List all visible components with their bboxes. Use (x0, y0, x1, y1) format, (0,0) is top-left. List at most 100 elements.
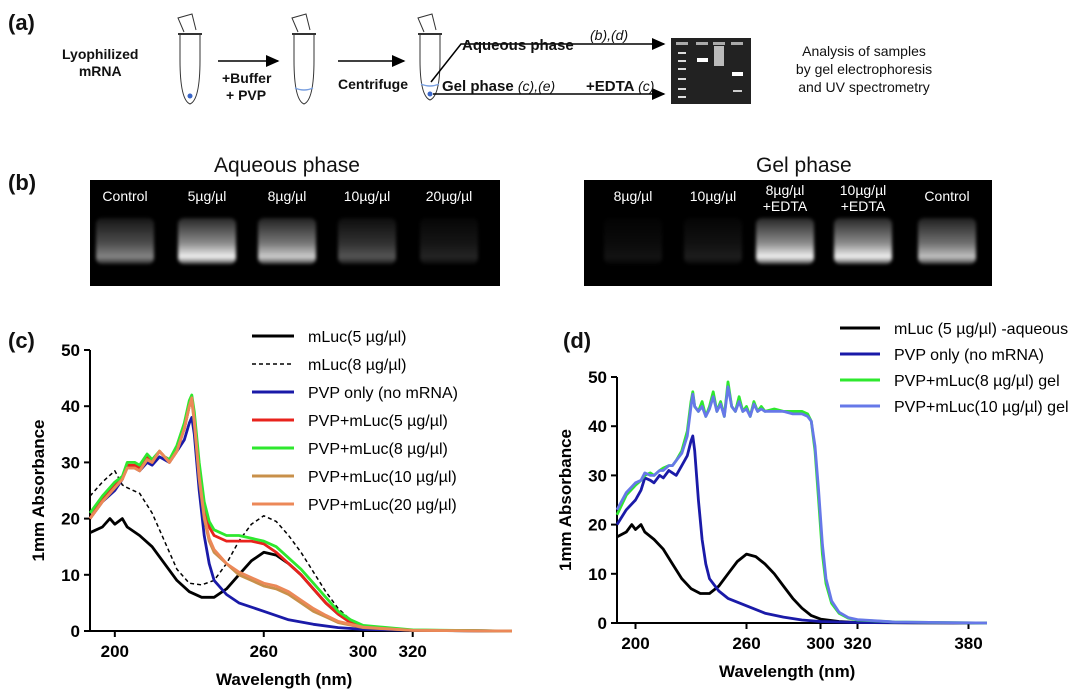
series-line (89, 470, 513, 632)
analysis-label: Analysis of samples by gel electrophores… (776, 42, 952, 96)
aqueous-gel-title: Aqueous phase (214, 154, 360, 177)
tube-icon (291, 13, 316, 105)
y-tick-label: 30 (61, 453, 80, 472)
aqueous-lane: 20µg/µl (416, 180, 482, 286)
y-tick-label: 0 (71, 622, 80, 641)
buffer-line2: + PVP (226, 87, 267, 103)
panel-b-label: (b) (8, 170, 37, 195)
aqueous-phase-label: Aqueous phase (b),(d) (462, 27, 628, 54)
chart-d: 0 10 20 30 40 50 200 260 300 320 380 Wavelength (nm… (556, 321, 1069, 681)
lyophilized-line1: Lyophilized (62, 46, 139, 62)
x-tick-label: 320 (843, 634, 871, 653)
series-line (88, 399, 513, 633)
x-axis-label: Wavelength (nm) (719, 662, 855, 681)
y-tick-label: 50 (588, 368, 607, 387)
aqueous-gel-image: Control 5µg/µl 8µg/µl 10µg/µl 20µg/µl (90, 180, 500, 286)
y-tick-label: 0 (598, 614, 607, 633)
gel-lane-label-line: +EDTA (840, 198, 886, 214)
aqueous-band (420, 218, 478, 264)
aqueous-lane-label: 8µg/µl (267, 188, 307, 204)
gel-lane-label: 8µg/µl (613, 188, 653, 204)
gel-lane: 10µg/µl (680, 180, 746, 286)
x-axis-label: Wavelength (nm) (216, 670, 352, 689)
gel-lane: Control (914, 180, 980, 286)
chart-c: 0 10 20 30 40 50 200 260 300 320 Wavelength (nm) 1m… (29, 330, 513, 689)
lyophilized-label: Lyophilized mRNA (62, 46, 138, 80)
gel-lane-label: 10µg/µl +EDTA (830, 182, 896, 214)
panel-c-label: (c) (8, 328, 35, 353)
aqueous-lane: 8µg/µl (254, 180, 320, 286)
aqueous-phase-text: Aqueous phase (462, 37, 574, 54)
y-tick-label: 40 (588, 417, 607, 436)
aqueous-lane-label: Control (102, 188, 148, 204)
legend-label: PVP+mLuc(10 µg/µl) (308, 469, 457, 486)
aqueous-arrow (430, 38, 666, 83)
legend-label: PVP+mLuc(8 µg/µl) (308, 441, 448, 458)
gel-band (918, 218, 976, 264)
gel-phase-gel-image: 8µg/µl 10µg/µl 8µg/µl +EDTA 10µg/µl +EDTA Cont… (584, 180, 992, 286)
gel-lane-label-line: 10µg/µl (839, 182, 887, 198)
y-tick-label: 40 (61, 397, 80, 416)
aqueous-lane-label: 20µg/µl (425, 188, 473, 204)
legend-label: PVP+mLuc(8 µg/µl) gel (894, 373, 1060, 390)
series-line (616, 523, 988, 625)
x-tick-label: 380 (954, 634, 982, 653)
gel-band (834, 218, 892, 264)
buffer-label: +Buffer + PVP (222, 70, 271, 104)
aqueous-phase-ref: (b),(d) (590, 27, 629, 43)
series-line (615, 380, 988, 625)
lyophilized-line2: mRNA (78, 63, 122, 79)
gel-band (604, 218, 662, 264)
analysis-line3: and UV spectrometry (798, 79, 930, 95)
tube-icon (177, 13, 202, 105)
gel-lane: 10µg/µl +EDTA (830, 180, 896, 286)
gel-band (684, 218, 742, 264)
centrifuge-label: Centrifuge (338, 76, 408, 92)
y-axis-label: 1mm Absorbance (29, 419, 48, 561)
gel-phase-label: Gel phase (c),(e) (442, 78, 555, 95)
y-axis-label: 1mm Absorbance (556, 429, 575, 571)
legend-label: PVP+mLuc(5 µg/µl) (308, 413, 448, 430)
legend-label: PVP only (no mRNA) (894, 347, 1044, 364)
aqueous-band (258, 218, 316, 264)
gel-lane-label: 8µg/µl +EDTA (752, 182, 818, 214)
x-tick-label: 320 (399, 642, 427, 661)
analysis-line1: Analysis of samples (802, 43, 926, 59)
gel-phase-gel-title: Gel phase (756, 154, 852, 177)
aqueous-band (178, 218, 236, 264)
aqueous-lane-label: 10µg/µl (343, 188, 391, 204)
gel-lane-label: 10µg/µl (689, 188, 737, 204)
buffer-line1: +Buffer (222, 70, 272, 86)
y-tick-label: 30 (588, 466, 607, 485)
gel-band (756, 218, 814, 264)
y-tick-label: 20 (588, 516, 607, 535)
panel-d-label: (d) (563, 328, 592, 353)
aqueous-lane: 5µg/µl (174, 180, 240, 286)
series-line (615, 434, 988, 625)
gel-phase-ref: (c),(e) (517, 78, 556, 94)
aqueous-lane-label: 5µg/µl (187, 188, 227, 204)
gel-electrophoresis-icon (671, 38, 751, 104)
legend-label: PVP+mLuc(20 µg/µl) (308, 497, 457, 514)
gel-lane-label: Control (924, 188, 970, 204)
y-tick-label: 50 (61, 341, 80, 360)
aqueous-lane: 10µg/µl (334, 180, 400, 286)
gel-lane-label-line: 8µg/µl (765, 182, 805, 198)
gel-lane: 8µg/µl (600, 180, 666, 286)
x-tick-label: 260 (250, 642, 278, 661)
series-line (88, 399, 513, 633)
edta-label: +EDTA (c) (586, 78, 654, 95)
x-tick-label: 200 (621, 634, 649, 653)
gel-lane: 8µg/µl +EDTA (752, 180, 818, 286)
x-tick-label: 260 (732, 634, 760, 653)
edta-text: +EDTA (586, 78, 634, 95)
series-line (88, 396, 513, 633)
series-line (615, 385, 988, 625)
gel-phase-text: Gel phase (442, 78, 514, 95)
tube-icon (417, 13, 442, 101)
workflow-diagram (177, 13, 751, 105)
legend-label: mLuc (5 µg/µl) -aqueous (894, 321, 1068, 338)
edta-ref: (c) (638, 78, 655, 94)
aqueous-band (338, 218, 396, 264)
panel-a-label: (a) (8, 10, 35, 35)
